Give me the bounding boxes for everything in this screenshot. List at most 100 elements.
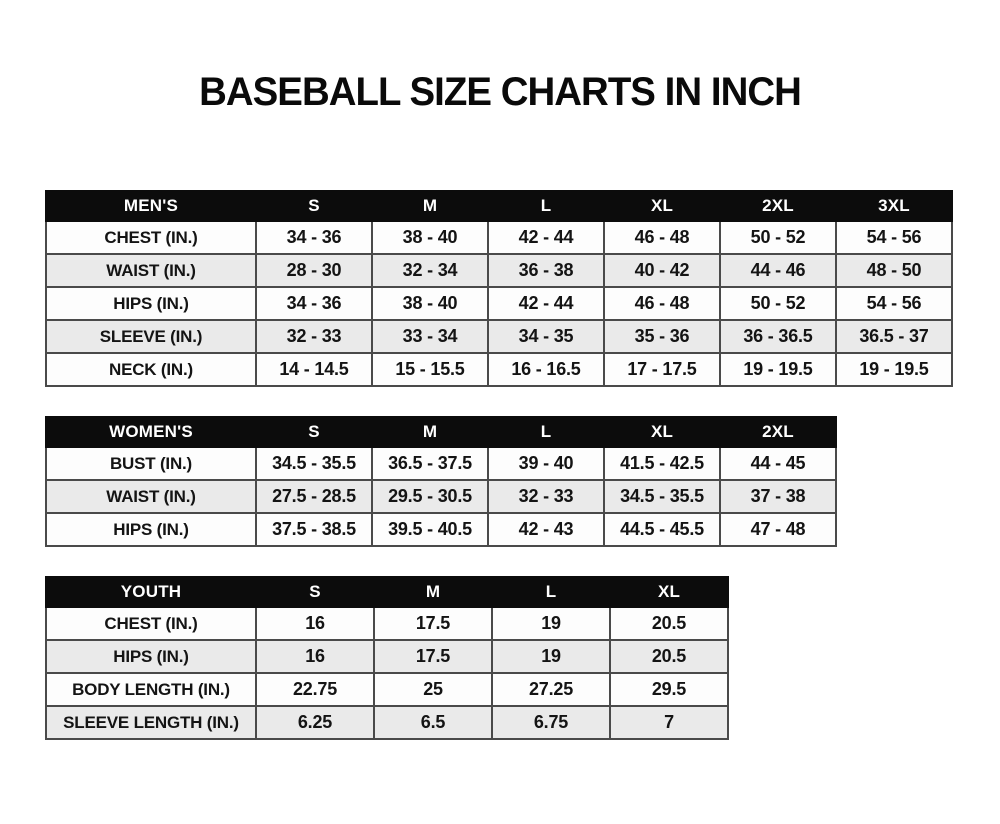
measurement-label: SLEEVE (IN.) xyxy=(45,319,257,354)
youth-size-chart-table: YOUTH S M L XL CHEST (IN.) 16 17.5 19 20.5 HIPS (I… xyxy=(45,576,729,740)
youth-header-row: YOUTH S M L XL xyxy=(45,576,729,608)
size-value-cell: 19 xyxy=(491,606,611,641)
size-value-cell: 36 - 36.5 xyxy=(719,319,837,354)
size-value-cell: 19 - 19.5 xyxy=(719,352,837,387)
mens-table-row: SLEEVE (IN.) 32 - 33 33 - 34 34 - 35 35 - 36… xyxy=(45,319,953,354)
page-title: BASEBALL SIZE CHARTS IN INCH xyxy=(199,70,802,114)
size-value-cell: 50 - 52 xyxy=(719,286,837,321)
womens-table-row: BUST (IN.) 34.5 - 35.5 36.5 - 37.5 39 - 40 4… xyxy=(45,446,837,481)
size-value-cell: 29.5 - 30.5 xyxy=(371,479,489,514)
size-value-cell: 20.5 xyxy=(609,606,729,641)
size-value-cell: 39 - 40 xyxy=(487,446,605,481)
size-value-cell: 15 - 15.5 xyxy=(371,352,489,387)
size-value-cell: 17 - 17.5 xyxy=(603,352,721,387)
size-value-cell: 6.5 xyxy=(373,705,493,740)
mens-table-row: NECK (IN.) 14 - 14.5 15 - 15.5 16 - 16.5 17 … xyxy=(45,352,953,387)
measurement-label: HIPS (IN.) xyxy=(45,286,257,321)
womens-header-row: WOMEN'S S M L XL 2XL xyxy=(45,416,837,448)
size-value-cell: 54 - 56 xyxy=(835,286,953,321)
mens-size-col-xl: XL xyxy=(603,190,721,222)
womens-size-col-xl: XL xyxy=(603,416,721,448)
size-value-cell: 16 - 16.5 xyxy=(487,352,605,387)
mens-table-title: MEN'S xyxy=(45,190,257,222)
size-value-cell: 44 - 46 xyxy=(719,253,837,288)
size-value-cell: 20.5 xyxy=(609,639,729,674)
youth-table-row: SLEEVE LENGTH (IN.) 6.25 6.5 6.75 7 xyxy=(45,705,729,740)
womens-size-col-m: M xyxy=(371,416,489,448)
size-value-cell: 34.5 - 35.5 xyxy=(255,446,373,481)
size-value-cell: 44 - 45 xyxy=(719,446,837,481)
mens-size-col-3xl: 3XL xyxy=(835,190,953,222)
measurement-label: CHEST (IN.) xyxy=(45,606,257,641)
size-value-cell: 38 - 40 xyxy=(371,220,489,255)
size-value-cell: 37 - 38 xyxy=(719,479,837,514)
size-value-cell: 7 xyxy=(609,705,729,740)
measurement-label: HIPS (IN.) xyxy=(45,639,257,674)
size-value-cell: 36.5 - 37.5 xyxy=(371,446,489,481)
mens-size-col-l: L xyxy=(487,190,605,222)
size-value-cell: 19 - 19.5 xyxy=(835,352,953,387)
mens-size-col-s: S xyxy=(255,190,373,222)
size-value-cell: 54 - 56 xyxy=(835,220,953,255)
size-value-cell: 22.75 xyxy=(255,672,375,707)
size-value-cell: 42 - 43 xyxy=(487,512,605,547)
womens-size-col-l: L xyxy=(487,416,605,448)
size-value-cell: 27.25 xyxy=(491,672,611,707)
size-value-cell: 32 - 34 xyxy=(371,253,489,288)
measurement-label: SLEEVE LENGTH (IN.) xyxy=(45,705,257,740)
size-value-cell: 17.5 xyxy=(373,639,493,674)
measurement-label: BUST (IN.) xyxy=(45,446,257,481)
size-value-cell: 29.5 xyxy=(609,672,729,707)
size-value-cell: 44.5 - 45.5 xyxy=(603,512,721,547)
size-value-cell: 39.5 - 40.5 xyxy=(371,512,489,547)
size-value-cell: 41.5 - 42.5 xyxy=(603,446,721,481)
size-value-cell: 16 xyxy=(255,606,375,641)
size-value-cell: 19 xyxy=(491,639,611,674)
size-value-cell: 28 - 30 xyxy=(255,253,373,288)
youth-table-row: BODY LENGTH (IN.) 22.75 25 27.25 29.5 xyxy=(45,672,729,707)
size-value-cell: 40 - 42 xyxy=(603,253,721,288)
womens-table-row: WAIST (IN.) 27.5 - 28.5 29.5 - 30.5 32 - 33… xyxy=(45,479,837,514)
size-value-cell: 6.75 xyxy=(491,705,611,740)
youth-table-row: HIPS (IN.) 16 17.5 19 20.5 xyxy=(45,639,729,674)
size-value-cell: 32 - 33 xyxy=(487,479,605,514)
size-value-cell: 34 - 36 xyxy=(255,286,373,321)
size-chart-page: BASEBALL SIZE CHARTS IN INCH MEN'S S M L XL 2… xyxy=(0,72,1000,824)
mens-size-col-2xl: 2XL xyxy=(719,190,837,222)
mens-header-row: MEN'S S M L XL 2XL 3XL xyxy=(45,190,953,222)
size-value-cell: 47 - 48 xyxy=(719,512,837,547)
youth-size-col-m: M xyxy=(373,576,493,608)
mens-size-col-m: M xyxy=(371,190,489,222)
measurement-label: WAIST (IN.) xyxy=(45,253,257,288)
size-value-cell: 46 - 48 xyxy=(603,220,721,255)
measurement-label: BODY LENGTH (IN.) xyxy=(45,672,257,707)
womens-table-title: WOMEN'S xyxy=(45,416,257,448)
size-value-cell: 32 - 33 xyxy=(255,319,373,354)
size-value-cell: 14 - 14.5 xyxy=(255,352,373,387)
size-value-cell: 17.5 xyxy=(373,606,493,641)
mens-size-chart-table: MEN'S S M L XL 2XL 3XL CHEST (IN.) 34 - 36 38 - 4… xyxy=(45,190,953,387)
mens-table-row: HIPS (IN.) 34 - 36 38 - 40 42 - 44 46 - 48 50… xyxy=(45,286,953,321)
youth-size-col-l: L xyxy=(491,576,611,608)
measurement-label: NECK (IN.) xyxy=(45,352,257,387)
measurement-label: WAIST (IN.) xyxy=(45,479,257,514)
youth-size-col-s: S xyxy=(255,576,375,608)
size-value-cell: 38 - 40 xyxy=(371,286,489,321)
youth-table-title: YOUTH xyxy=(45,576,257,608)
womens-size-col-2xl: 2XL xyxy=(719,416,837,448)
size-value-cell: 16 xyxy=(255,639,375,674)
youth-size-col-xl: XL xyxy=(609,576,729,608)
measurement-label: HIPS (IN.) xyxy=(45,512,257,547)
size-value-cell: 35 - 36 xyxy=(603,319,721,354)
size-value-cell: 36.5 - 37 xyxy=(835,319,953,354)
mens-table-row: WAIST (IN.) 28 - 30 32 - 34 36 - 38 40 - 42 4… xyxy=(45,253,953,288)
size-value-cell: 42 - 44 xyxy=(487,286,605,321)
measurement-label: CHEST (IN.) xyxy=(45,220,257,255)
size-value-cell: 25 xyxy=(373,672,493,707)
youth-table-row: CHEST (IN.) 16 17.5 19 20.5 xyxy=(45,606,729,641)
size-value-cell: 33 - 34 xyxy=(371,319,489,354)
womens-size-chart-table: WOMEN'S S M L XL 2XL BUST (IN.) 34.5 - 35.5 36.5… xyxy=(45,416,837,547)
mens-table-row: CHEST (IN.) 34 - 36 38 - 40 42 - 44 46 - 48 5… xyxy=(45,220,953,255)
size-value-cell: 6.25 xyxy=(255,705,375,740)
size-value-cell: 34 - 36 xyxy=(255,220,373,255)
